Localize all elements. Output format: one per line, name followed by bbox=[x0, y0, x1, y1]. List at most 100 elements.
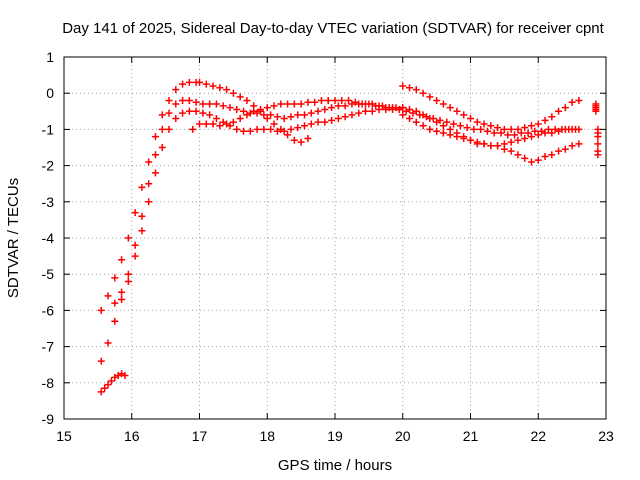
data-point bbox=[480, 120, 488, 128]
data-point bbox=[246, 127, 254, 135]
data-point bbox=[158, 111, 166, 119]
data-point bbox=[209, 82, 217, 90]
data-point bbox=[317, 96, 325, 104]
data-point bbox=[544, 125, 552, 133]
data-point bbox=[196, 78, 203, 86]
data-point bbox=[256, 105, 264, 113]
data-point bbox=[192, 107, 200, 115]
data-point bbox=[521, 154, 529, 162]
data-point bbox=[331, 96, 339, 104]
y-tick-label: -8 bbox=[42, 375, 55, 391]
data-point bbox=[121, 372, 129, 380]
chart-title: Day 141 of 2025, Sidereal Day-to-day VTE… bbox=[62, 20, 604, 37]
data-point bbox=[575, 140, 583, 148]
data-point bbox=[521, 134, 529, 142]
data-point bbox=[494, 124, 502, 132]
data-point bbox=[111, 299, 119, 307]
data-point bbox=[189, 125, 197, 133]
data-point bbox=[260, 125, 268, 133]
data-point bbox=[111, 274, 119, 282]
data-point bbox=[206, 111, 214, 119]
data-point bbox=[443, 118, 451, 126]
data-point bbox=[267, 125, 275, 133]
data-point bbox=[575, 96, 583, 104]
data-point bbox=[179, 80, 187, 88]
data-point bbox=[287, 113, 295, 121]
data-point bbox=[192, 98, 200, 106]
data-point bbox=[511, 131, 519, 139]
data-point bbox=[118, 296, 126, 304]
data-point bbox=[297, 138, 305, 146]
y-tick-label: 0 bbox=[46, 85, 54, 101]
data-point bbox=[534, 120, 542, 128]
data-point bbox=[297, 100, 305, 108]
y-tick-label: -4 bbox=[42, 230, 55, 246]
data-point bbox=[270, 120, 278, 128]
data-point bbox=[521, 124, 529, 132]
data-point bbox=[487, 122, 495, 130]
data-point bbox=[467, 136, 474, 144]
data-point bbox=[439, 129, 447, 137]
data-point bbox=[473, 140, 481, 148]
data-point bbox=[179, 109, 187, 117]
data-point bbox=[301, 122, 309, 130]
data-point bbox=[240, 107, 248, 115]
series-track-8 bbox=[97, 370, 129, 396]
data-point bbox=[412, 118, 420, 126]
data-point bbox=[321, 105, 329, 113]
data-point bbox=[531, 127, 539, 135]
x-tick-label: 17 bbox=[192, 428, 208, 444]
data-point bbox=[450, 120, 458, 128]
data-point bbox=[273, 127, 281, 135]
data-point bbox=[453, 129, 461, 137]
data-point bbox=[541, 129, 549, 137]
data-point bbox=[165, 109, 173, 117]
data-point bbox=[419, 111, 427, 119]
data-point bbox=[243, 111, 251, 119]
data-point bbox=[118, 288, 126, 296]
data-point bbox=[229, 89, 237, 97]
data-point bbox=[304, 134, 312, 142]
data-point bbox=[568, 98, 576, 106]
data-point bbox=[328, 104, 336, 112]
data-point bbox=[534, 131, 542, 139]
data-point bbox=[97, 388, 105, 396]
data-point bbox=[514, 151, 522, 159]
data-point bbox=[209, 120, 217, 128]
data-point bbox=[223, 86, 231, 94]
data-point bbox=[284, 100, 292, 108]
data-point bbox=[517, 129, 525, 137]
data-point bbox=[280, 115, 288, 123]
data-point bbox=[399, 104, 407, 112]
data-point bbox=[527, 158, 535, 166]
data-point bbox=[158, 125, 166, 133]
data-point bbox=[446, 104, 454, 112]
data-point bbox=[412, 107, 420, 115]
data-point bbox=[263, 104, 271, 112]
data-point bbox=[477, 125, 485, 133]
data-point bbox=[101, 384, 109, 392]
data-point bbox=[378, 102, 386, 110]
data-points bbox=[97, 78, 602, 396]
data-point bbox=[500, 140, 508, 148]
data-point bbox=[426, 93, 434, 101]
data-point bbox=[433, 96, 441, 104]
data-point bbox=[307, 120, 315, 128]
data-point bbox=[314, 118, 322, 126]
data-point bbox=[104, 381, 112, 389]
data-point bbox=[341, 102, 349, 110]
data-point bbox=[131, 209, 139, 217]
data-point bbox=[243, 96, 251, 104]
data-point bbox=[284, 131, 292, 139]
data-point bbox=[199, 109, 207, 117]
x-tick-label: 19 bbox=[327, 428, 343, 444]
data-point bbox=[270, 102, 278, 110]
data-point bbox=[594, 140, 602, 148]
data-point bbox=[165, 125, 173, 133]
data-point bbox=[172, 100, 180, 108]
data-point bbox=[107, 377, 115, 385]
data-point bbox=[490, 129, 498, 137]
data-point bbox=[267, 111, 275, 119]
data-point bbox=[555, 127, 563, 135]
data-point bbox=[172, 86, 180, 94]
